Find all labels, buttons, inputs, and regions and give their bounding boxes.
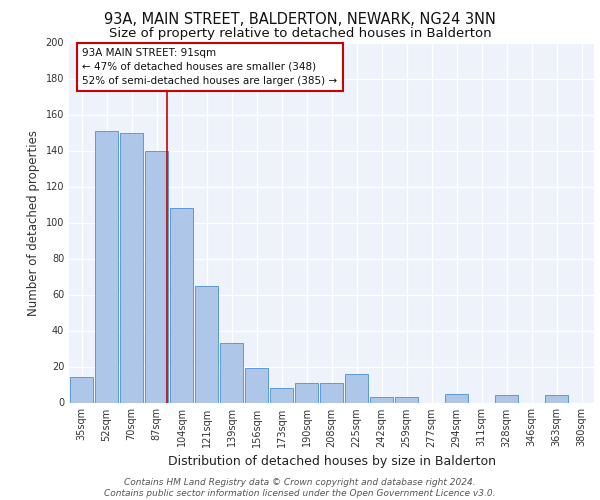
Bar — [495, 396, 518, 402]
Bar — [95, 130, 118, 402]
Text: Contains HM Land Registry data © Crown copyright and database right 2024.
Contai: Contains HM Land Registry data © Crown c… — [104, 478, 496, 498]
Bar — [370, 397, 393, 402]
Text: 93A MAIN STREET: 91sqm
← 47% of detached houses are smaller (348)
52% of semi-de: 93A MAIN STREET: 91sqm ← 47% of detached… — [82, 48, 337, 86]
Bar — [70, 378, 93, 402]
Bar — [145, 150, 168, 402]
Bar — [295, 382, 318, 402]
Text: Size of property relative to detached houses in Balderton: Size of property relative to detached ho… — [109, 28, 491, 40]
X-axis label: Distribution of detached houses by size in Balderton: Distribution of detached houses by size … — [167, 455, 496, 468]
Text: 93A, MAIN STREET, BALDERTON, NEWARK, NG24 3NN: 93A, MAIN STREET, BALDERTON, NEWARK, NG2… — [104, 12, 496, 28]
Bar — [395, 397, 418, 402]
Bar — [445, 394, 468, 402]
Bar — [170, 208, 193, 402]
Bar — [270, 388, 293, 402]
Bar — [345, 374, 368, 402]
Bar — [195, 286, 218, 403]
Bar — [245, 368, 268, 402]
Y-axis label: Number of detached properties: Number of detached properties — [27, 130, 40, 316]
Bar — [120, 132, 143, 402]
Bar — [320, 382, 343, 402]
Bar — [220, 343, 243, 402]
Bar — [545, 396, 568, 402]
